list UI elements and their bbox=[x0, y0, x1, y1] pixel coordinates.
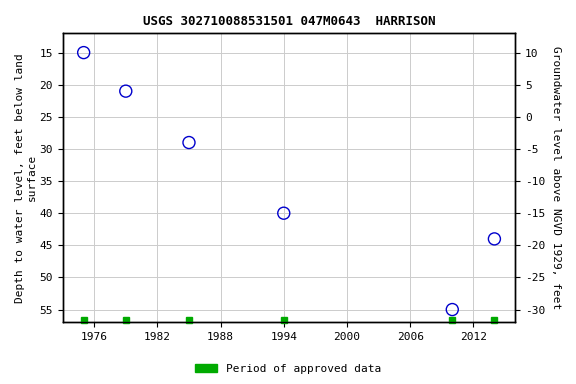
Legend: Period of approved data: Period of approved data bbox=[191, 359, 385, 379]
Y-axis label: Depth to water level, feet below land
surface: Depth to water level, feet below land su… bbox=[15, 53, 37, 303]
Point bbox=[490, 236, 499, 242]
Title: USGS 302710088531501 047M0643  HARRISON: USGS 302710088531501 047M0643 HARRISON bbox=[143, 15, 435, 28]
Point bbox=[448, 306, 457, 313]
Point bbox=[79, 50, 88, 56]
Point bbox=[121, 88, 130, 94]
Y-axis label: Groundwater level above NGVD 1929, feet: Groundwater level above NGVD 1929, feet bbox=[551, 46, 561, 310]
Point bbox=[279, 210, 289, 216]
Point bbox=[184, 139, 194, 146]
